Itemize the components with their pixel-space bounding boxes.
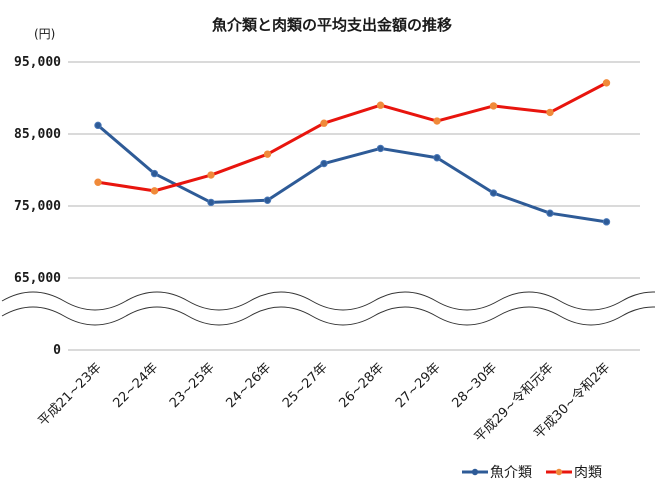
axis-break-line-lower xyxy=(1,306,655,326)
x-tick-label: 24~26年 xyxy=(223,360,274,411)
gridlines xyxy=(68,61,640,351)
data-point xyxy=(207,171,215,179)
data-point xyxy=(546,108,554,117)
data-point xyxy=(150,169,159,178)
series-markers xyxy=(94,79,611,226)
y-tick-label: 95,000 xyxy=(14,55,61,70)
data-point xyxy=(489,189,498,197)
data-point xyxy=(376,144,385,153)
y-tick-label: 0 xyxy=(53,343,61,358)
data-point xyxy=(263,196,272,204)
series-lines xyxy=(97,81,608,224)
data-point xyxy=(207,198,215,207)
chart-title: 魚介類と肉類の平均支出金額の推移 xyxy=(212,16,452,34)
series-line-2 xyxy=(97,81,608,193)
data-point xyxy=(94,178,102,186)
data-point xyxy=(433,117,441,125)
x-axis-tick-labels: 平成21~23年 22~24年 23~25年 24~26年 25~27年 26~28年 27… xyxy=(36,360,614,445)
data-point xyxy=(320,119,328,127)
data-point xyxy=(602,79,611,87)
y-tick-label: 65,000 xyxy=(14,271,61,286)
y-axis-tick-labels: 95,000 85,000 75,000 65,000 0 xyxy=(14,55,61,358)
legend-marker-2 xyxy=(555,468,563,476)
axis-break-gap xyxy=(0,291,655,325)
x-tick-label: 25~27年 xyxy=(280,360,331,411)
x-tick-label: 平成21~23年 xyxy=(36,360,105,429)
data-point xyxy=(546,209,554,217)
data-point xyxy=(602,218,611,226)
series-line-1 xyxy=(97,124,607,224)
x-tick-label: 26~28年 xyxy=(336,360,387,411)
legend-marker-1 xyxy=(471,468,479,476)
x-tick-label: 23~25年 xyxy=(167,360,218,411)
legend-label-2: 肉類 xyxy=(574,465,602,481)
y-tick-label: 75,000 xyxy=(14,199,61,214)
data-point xyxy=(263,150,272,158)
data-point xyxy=(150,187,159,195)
data-point xyxy=(489,102,498,110)
x-tick-label: 27~29年 xyxy=(393,360,444,411)
axis-break-line-upper xyxy=(1,291,655,311)
data-point xyxy=(433,154,441,162)
data-point xyxy=(94,121,102,130)
data-point xyxy=(320,159,328,168)
data-point xyxy=(376,101,385,109)
legend: 魚介類 肉類 xyxy=(462,465,602,481)
y-tick-label: 85,000 xyxy=(14,127,61,142)
legend-label-1: 魚介類 xyxy=(490,465,532,481)
x-tick-label: 28~30年 xyxy=(449,360,500,411)
axis-break-mark xyxy=(0,291,655,326)
y-axis-unit-label: (円) xyxy=(34,27,55,41)
x-tick-label: 22~24年 xyxy=(110,360,161,411)
